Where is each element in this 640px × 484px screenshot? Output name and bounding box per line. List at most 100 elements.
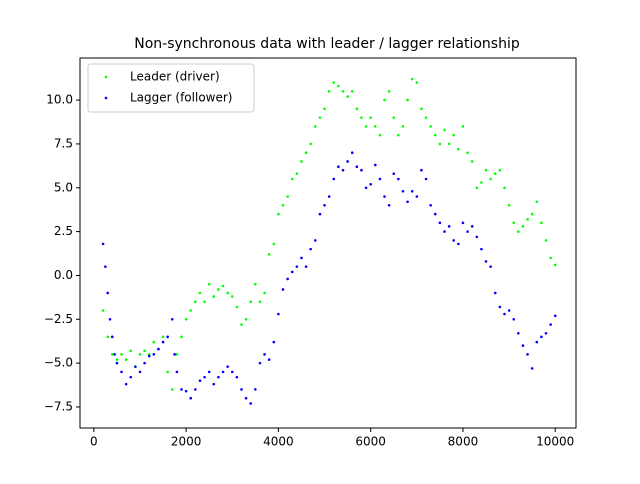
point bbox=[120, 370, 123, 374]
point bbox=[433, 133, 437, 137]
x-tick-label: 0 bbox=[90, 435, 98, 449]
point bbox=[507, 309, 511, 312]
point bbox=[438, 221, 442, 225]
point bbox=[212, 295, 216, 298]
point bbox=[489, 177, 492, 181]
point bbox=[106, 335, 109, 339]
point bbox=[249, 402, 253, 405]
point bbox=[115, 361, 119, 365]
x-tick-label: 2000 bbox=[171, 435, 202, 449]
point bbox=[553, 263, 557, 267]
point bbox=[466, 151, 469, 154]
point bbox=[493, 172, 497, 176]
point bbox=[447, 225, 451, 228]
point bbox=[263, 291, 266, 295]
point bbox=[263, 353, 266, 356]
point bbox=[364, 125, 368, 128]
point bbox=[221, 370, 225, 374]
point bbox=[309, 247, 312, 251]
point bbox=[120, 353, 123, 356]
point bbox=[360, 116, 363, 119]
point bbox=[452, 239, 456, 242]
point bbox=[124, 358, 128, 361]
point bbox=[466, 230, 469, 233]
point bbox=[304, 265, 308, 268]
point bbox=[129, 375, 133, 379]
point bbox=[244, 317, 248, 321]
point bbox=[410, 77, 414, 81]
point bbox=[277, 312, 280, 316]
point bbox=[207, 282, 211, 286]
point bbox=[480, 247, 483, 251]
legend-label: Leader (driver) bbox=[130, 70, 220, 84]
point bbox=[493, 291, 497, 295]
point bbox=[254, 282, 257, 286]
point bbox=[452, 133, 456, 137]
point bbox=[230, 370, 234, 374]
point bbox=[157, 347, 160, 351]
point bbox=[115, 358, 119, 361]
point bbox=[143, 349, 146, 353]
point bbox=[346, 160, 349, 163]
chart-title: Non-synchronous data with leader / lagge… bbox=[134, 36, 520, 52]
point bbox=[277, 212, 280, 216]
point bbox=[332, 177, 336, 181]
point bbox=[503, 312, 506, 316]
point bbox=[286, 277, 289, 281]
point bbox=[341, 90, 345, 93]
point bbox=[489, 265, 492, 268]
point bbox=[170, 317, 174, 321]
point bbox=[104, 265, 107, 268]
point bbox=[397, 177, 400, 181]
point bbox=[415, 195, 419, 198]
point bbox=[535, 200, 539, 204]
y-tick-label: −2.5 bbox=[44, 312, 73, 326]
point bbox=[175, 370, 179, 374]
x-tick-label: 6000 bbox=[355, 435, 386, 449]
point bbox=[369, 182, 372, 186]
point bbox=[314, 125, 317, 128]
point bbox=[180, 335, 183, 339]
point bbox=[378, 133, 382, 137]
x-tick-label: 8000 bbox=[448, 435, 479, 449]
y-tick-label: 10.0 bbox=[46, 93, 73, 107]
point bbox=[332, 81, 336, 84]
point bbox=[406, 98, 409, 102]
point bbox=[226, 365, 229, 368]
point bbox=[526, 353, 529, 356]
point bbox=[267, 358, 271, 361]
point bbox=[272, 340, 276, 344]
x-tick-label: 10000 bbox=[536, 435, 574, 449]
point bbox=[207, 370, 211, 374]
point bbox=[267, 253, 271, 256]
point bbox=[470, 160, 474, 163]
point bbox=[189, 396, 193, 400]
point bbox=[355, 165, 359, 169]
point bbox=[281, 203, 285, 207]
point bbox=[406, 200, 409, 204]
point bbox=[217, 288, 220, 291]
point bbox=[397, 133, 400, 137]
point bbox=[290, 270, 294, 274]
legend-marker bbox=[104, 75, 108, 79]
point bbox=[143, 361, 146, 365]
point bbox=[309, 142, 312, 146]
point bbox=[383, 98, 386, 102]
point bbox=[318, 116, 322, 119]
point bbox=[166, 335, 169, 339]
point bbox=[369, 116, 372, 119]
point bbox=[337, 84, 340, 88]
point bbox=[401, 189, 405, 193]
point bbox=[410, 189, 414, 193]
point bbox=[175, 353, 179, 356]
point bbox=[184, 317, 188, 321]
point bbox=[110, 335, 114, 339]
point bbox=[198, 291, 202, 295]
point bbox=[512, 317, 516, 321]
point bbox=[180, 388, 183, 391]
legend-label: Lagger (follower) bbox=[130, 91, 232, 105]
point bbox=[401, 125, 405, 128]
point bbox=[235, 375, 239, 379]
point bbox=[147, 354, 151, 358]
point bbox=[443, 230, 446, 233]
